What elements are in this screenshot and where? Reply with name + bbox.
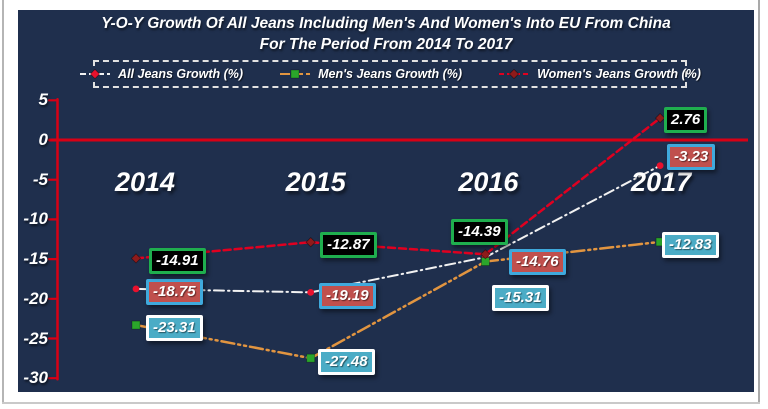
chart-title-line2: For The Period From 2014 To 2017 bbox=[259, 36, 513, 53]
year-label-2016: 2016 bbox=[458, 167, 519, 197]
y-tick-label--5: -5 bbox=[32, 169, 48, 189]
men-s-jeans-growth-legend-marker-icon bbox=[280, 69, 311, 79]
women-s-jeans-growth-legend-marker-point bbox=[508, 68, 520, 80]
chart-panel bbox=[18, 10, 754, 392]
women-s-jeans-growth-line bbox=[134, 116, 662, 260]
chart-title-line1: Y-O-Y Growth Of All Jeans Including Men'… bbox=[101, 15, 671, 32]
women-s-jeans-growth-marker-2017 bbox=[654, 112, 666, 124]
year-label-2017: 2017 bbox=[631, 167, 692, 197]
series-all-jeans-growth bbox=[132, 162, 664, 296]
all-jeans-growth-legend-marker-point bbox=[89, 68, 101, 80]
legend-item-label: All Jeans Growth (%) bbox=[118, 67, 244, 81]
data-label-men-s-jeans-growth-2014: -23.31 bbox=[146, 315, 203, 341]
men-s-jeans-growth-marker-2015 bbox=[306, 353, 316, 363]
y-tick-label--30: -30 bbox=[23, 368, 48, 388]
legend-item-men-s-jeans-growth: Men's Jeans Growth (%) bbox=[279, 67, 462, 81]
women-s-jeans-growth-legend-marker-icon bbox=[499, 68, 530, 80]
y-tick-label-0: 0 bbox=[38, 130, 48, 149]
y-tick-label--10: -10 bbox=[23, 209, 48, 229]
data-label-women-s-jeans-growth-2016: -14.39 bbox=[451, 219, 508, 245]
all-jeans-growth-marker-2017 bbox=[656, 162, 664, 170]
data-label-women-s-jeans-growth-2017: 2.76 bbox=[664, 107, 708, 133]
all-jeans-growth-legend-marker-icon bbox=[80, 68, 111, 80]
all-jeans-growth-marker-2014 bbox=[132, 285, 140, 293]
chart-title: Y-O-Y Growth Of All Jeans Including Men'… bbox=[18, 13, 754, 55]
data-label-men-s-jeans-growth-2016: -15.31 bbox=[492, 285, 549, 311]
all-jeans-growth-line bbox=[135, 164, 662, 294]
series-men-s-jeans-growth bbox=[131, 237, 665, 363]
data-label-women-s-jeans-growth-2015: -12.87 bbox=[320, 232, 377, 258]
legend-item-label: Women's Jeans Growth (%) bbox=[537, 67, 701, 81]
y-tick-label--25: -25 bbox=[23, 328, 48, 348]
frame-left-line bbox=[2, 0, 4, 404]
men-s-jeans-growth-marker-2014 bbox=[131, 320, 141, 330]
legend-item-label: Men's Jeans Growth (%) bbox=[318, 67, 463, 81]
data-label-men-s-jeans-growth-2015: -27.48 bbox=[318, 349, 375, 375]
data-label-all-jeans-growth-2014: -18.75 bbox=[146, 279, 203, 305]
y-tick-label-5: 5 bbox=[38, 90, 48, 110]
data-label-all-jeans-growth-2016: -14.76 bbox=[509, 249, 566, 275]
men-s-jeans-growth-line bbox=[134, 240, 662, 360]
men-s-jeans-growth-legend-marker-point bbox=[290, 69, 300, 79]
series-women-s-jeans-growth bbox=[130, 112, 666, 264]
women-s-jeans-growth-marker-2015 bbox=[305, 237, 316, 248]
data-label-women-s-jeans-growth-2014: -14.91 bbox=[149, 248, 206, 274]
all-jeans-growth-marker-2015 bbox=[307, 288, 315, 296]
frame-right-line bbox=[758, 0, 760, 404]
data-label-men-s-jeans-growth-2017: -12.83 bbox=[662, 232, 719, 258]
legend-item-women-s-jeans-growth: Women's Jeans Growth (%) bbox=[498, 67, 701, 81]
women-s-jeans-growth-marker-2014 bbox=[130, 253, 142, 264]
data-label-all-jeans-growth-2015: -19.19 bbox=[319, 283, 376, 309]
data-label-all-jeans-growth-2017: -3.23 bbox=[667, 144, 716, 170]
y-tick-label--20: -20 bbox=[23, 288, 48, 308]
legend: All Jeans Growth (%) Men's Jeans Growth (… bbox=[80, 60, 701, 88]
year-label-2015: 2015 bbox=[285, 167, 346, 197]
legend-item-all-jeans-growth: All Jeans Growth (%) bbox=[79, 67, 243, 81]
frame-bottom-line bbox=[2, 402, 760, 404]
y-tick-label--15: -15 bbox=[23, 249, 48, 269]
year-label-2014: 2014 bbox=[114, 167, 176, 197]
women-s-jeans-growth-marker-2016 bbox=[480, 249, 491, 260]
